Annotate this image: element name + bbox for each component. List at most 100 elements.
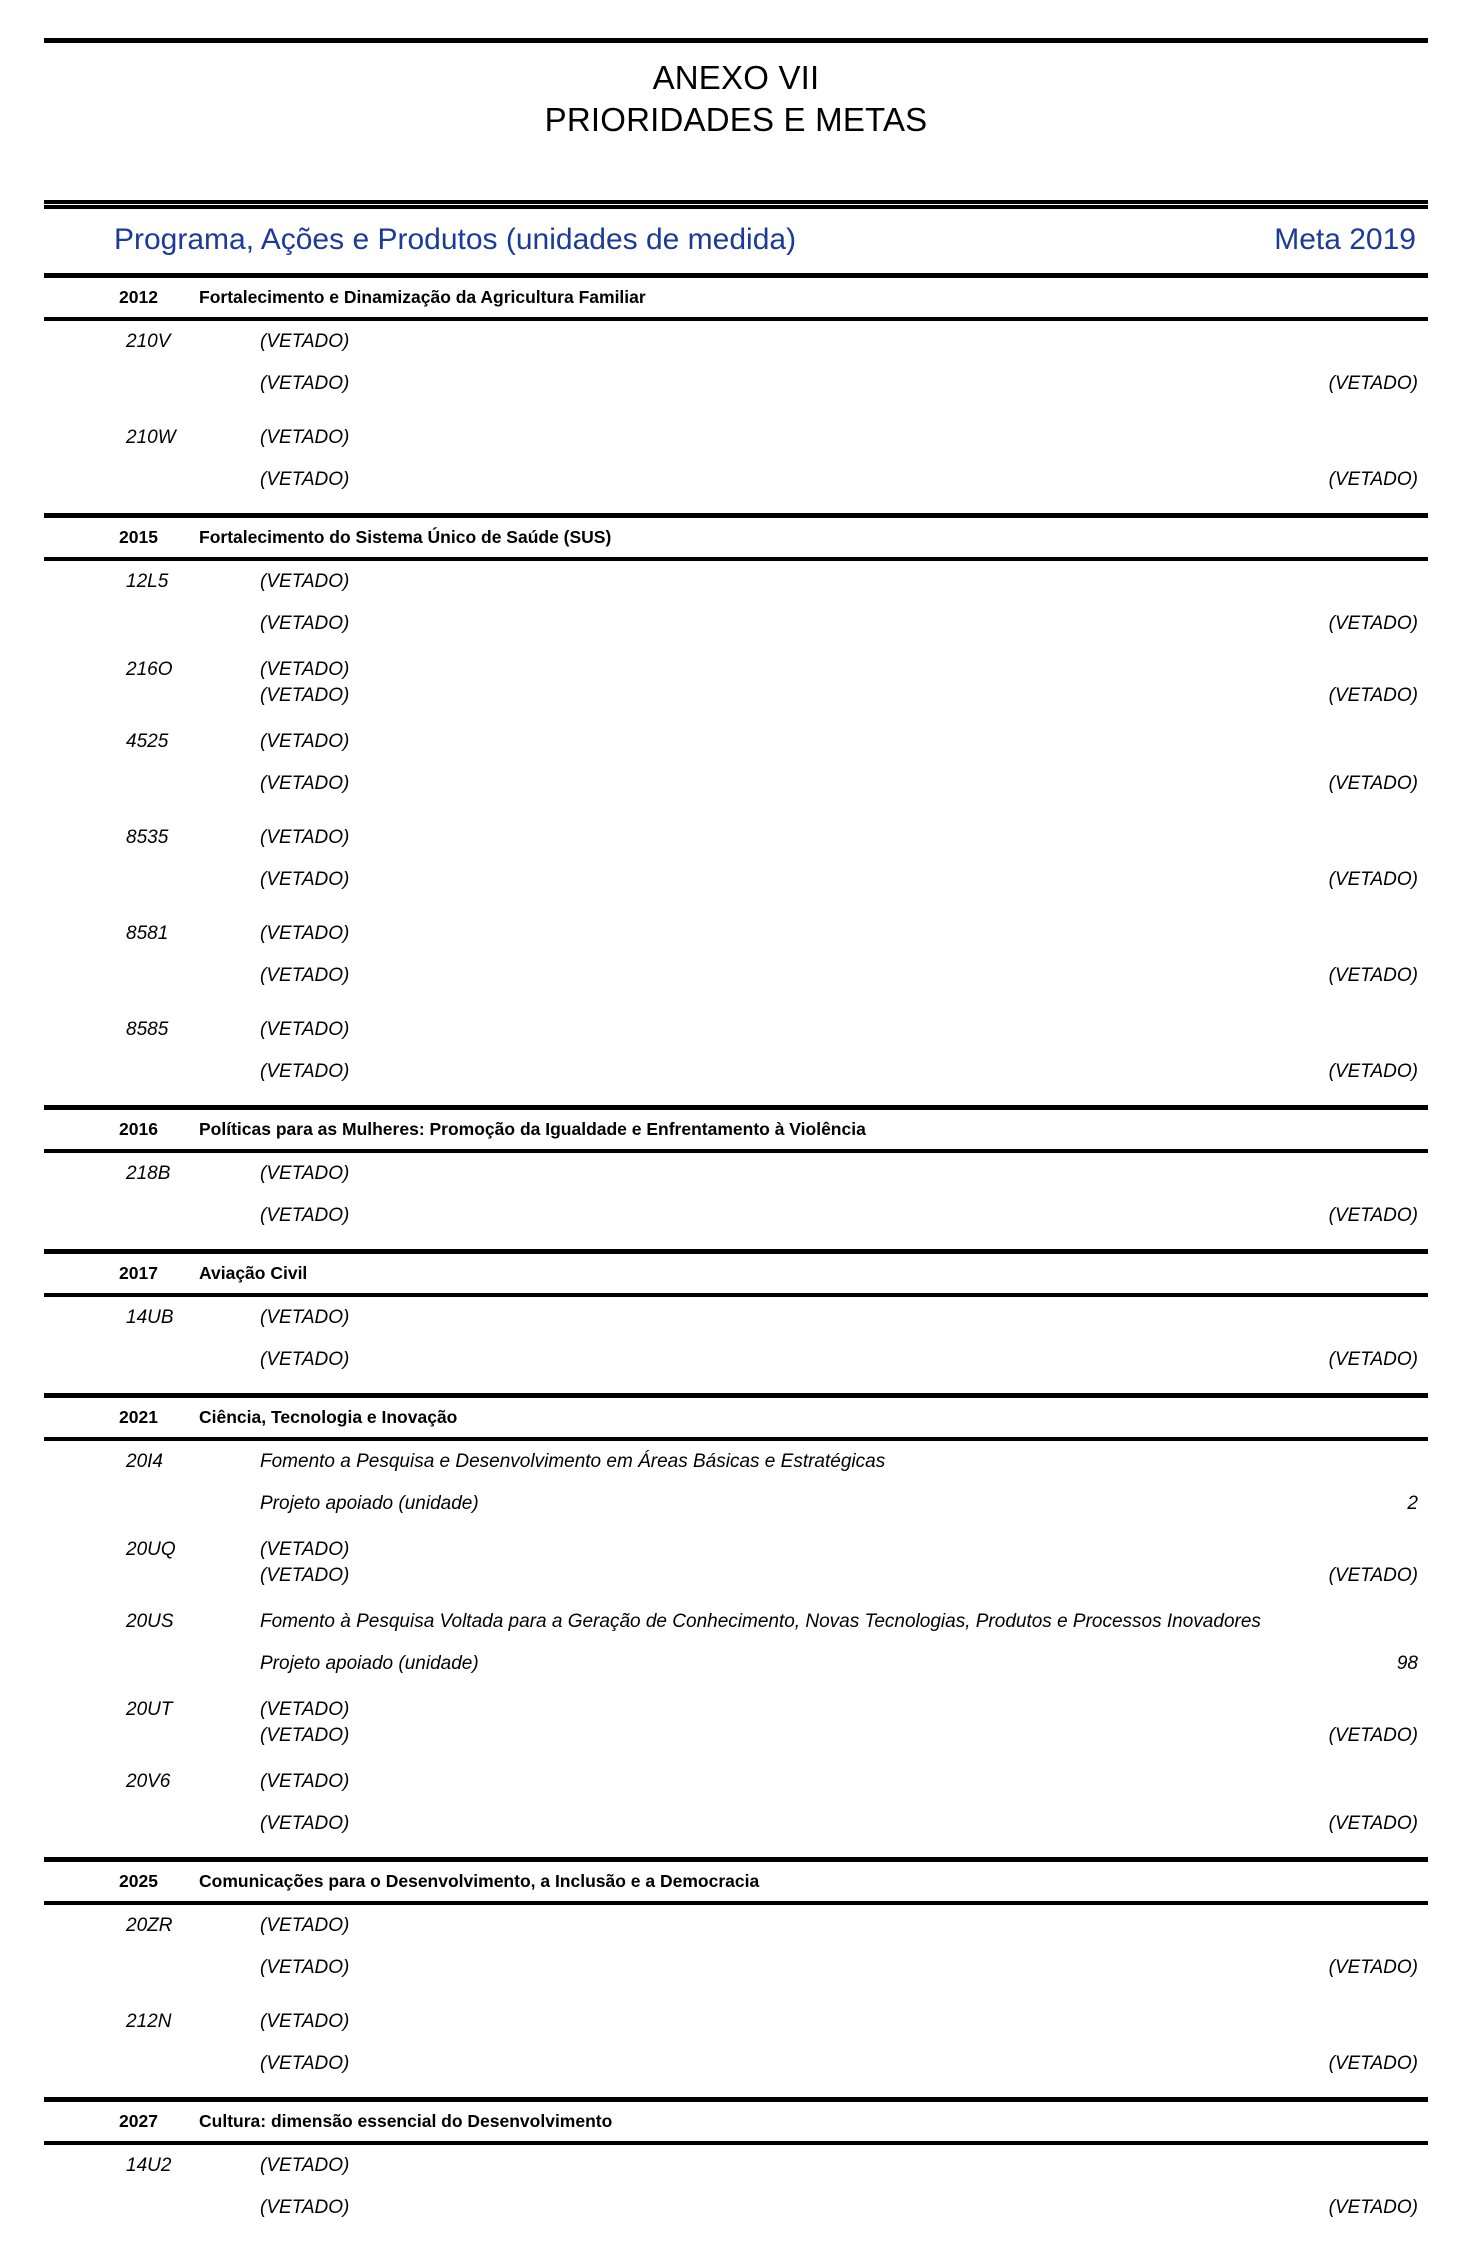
- action-row: 12L5 (VETADO): [44, 561, 1428, 603]
- row-group-spacer: [44, 1589, 1428, 1601]
- program-row: 2012 Fortalecimento e Dinamização da Agri…: [44, 278, 1428, 317]
- program-bottom-rule: [44, 1293, 1428, 1298]
- program-row: 2017 Aviação Civil: [44, 1254, 1428, 1293]
- action-code: 14U2: [126, 2155, 172, 2177]
- product-meta-value: (VETADO): [1328, 2197, 1418, 2219]
- action-row: 20US Fomento à Pesquisa Voltada para a Ge…: [44, 1601, 1428, 1643]
- product-meta-value: (VETADO): [1328, 773, 1418, 795]
- product-meta-value: (VETADO): [1328, 1061, 1418, 1083]
- action-code: 210V: [126, 331, 171, 353]
- program-row: 2015 Fortalecimento do Sistema Único de S…: [44, 518, 1428, 557]
- column-header-meta-2019: Meta 2019: [1274, 223, 1416, 257]
- action-code: 8585: [126, 1019, 169, 1041]
- action-code: 8535: [126, 827, 169, 849]
- product-meta-value: 2: [1407, 1493, 1418, 1515]
- action-description: (VETADO): [260, 827, 350, 849]
- action-code: 4525: [126, 731, 169, 753]
- action-code: 20ZR: [126, 1915, 173, 1937]
- action-row: 20I4 Fomento a Pesquisa e Desenvolvimento…: [44, 1441, 1428, 1483]
- action-code: 20UQ: [126, 1539, 176, 1561]
- action-description: (VETADO): [260, 427, 350, 449]
- action-row: 218B (VETADO): [44, 1153, 1428, 1195]
- product-meta-value: (VETADO): [1328, 1205, 1418, 1227]
- program-code: 2017: [119, 1263, 158, 1284]
- row-group-spacer: [44, 1381, 1428, 1393]
- product-row: (VETADO) (VETADO): [44, 1051, 1428, 1093]
- action-code: 216O: [126, 659, 173, 681]
- program-name: Fortalecimento do Sistema Único de Saúde…: [199, 527, 612, 548]
- product-row: (VETADO) (VETADO): [44, 683, 1428, 709]
- product-row: (VETADO) (VETADO): [44, 2043, 1428, 2085]
- program-row: 2027 Cultura: dimensão essencial do Desen…: [44, 2102, 1428, 2141]
- program-top-rule: [44, 513, 1428, 519]
- program-name: Políticas para as Mulheres: Promoção da …: [199, 1119, 866, 1140]
- product-row: (VETADO) (VETADO): [44, 1803, 1428, 1845]
- document-title-line-1: ANEXO VII: [652, 59, 820, 96]
- product-row: (VETADO) (VETADO): [44, 459, 1428, 501]
- row-group-spacer: [44, 901, 1428, 913]
- product-row: (VETADO) (VETADO): [44, 603, 1428, 645]
- program-top-rule: [44, 1393, 1428, 1399]
- action-row: 14UB (VETADO): [44, 1297, 1428, 1339]
- product-row: (VETADO) (VETADO): [44, 363, 1428, 405]
- product-description: (VETADO): [260, 773, 350, 795]
- action-description: (VETADO): [260, 1163, 350, 1185]
- action-row: 20ZR (VETADO): [44, 1905, 1428, 1947]
- product-row: (VETADO) (VETADO): [44, 1723, 1428, 1749]
- product-meta-value: (VETADO): [1328, 965, 1418, 987]
- product-meta-value: (VETADO): [1328, 373, 1418, 395]
- action-row: 210V (VETADO): [44, 321, 1428, 363]
- product-meta-value: (VETADO): [1328, 1725, 1418, 1747]
- action-description: (VETADO): [260, 1915, 350, 1937]
- action-row: 216O (VETADO): [44, 657, 1428, 683]
- row-group-spacer: [44, 709, 1428, 721]
- action-description: (VETADO): [260, 923, 350, 945]
- action-code: 14UB: [126, 1307, 174, 1329]
- action-row: 4525 (VETADO): [44, 721, 1428, 763]
- program-name: Comunicações para o Desenvolvimento, a I…: [199, 1871, 760, 1892]
- action-row: 20UT (VETADO): [44, 1697, 1428, 1723]
- row-group-spacer: [44, 1845, 1428, 1857]
- product-meta-value: (VETADO): [1328, 469, 1418, 491]
- program-bottom-rule: [44, 1437, 1428, 1442]
- program-name: Fortalecimento e Dinamização da Agricult…: [199, 287, 646, 308]
- action-description: (VETADO): [260, 731, 350, 753]
- program-code: 2025: [119, 1871, 158, 1892]
- program-row: 2016 Políticas para as Mulheres: Promoção…: [44, 1110, 1428, 1149]
- action-code: 218B: [126, 1163, 171, 1185]
- action-row: 8581 (VETADO): [44, 913, 1428, 955]
- page-title: ANEXO VII PRIORIDADES E METAS: [0, 43, 1472, 145]
- program-bottom-rule: [44, 1149, 1428, 1154]
- action-description: (VETADO): [260, 1019, 350, 1041]
- product-row: (VETADO) (VETADO): [44, 1563, 1428, 1589]
- action-code: 20UT: [126, 1699, 173, 1721]
- product-description: (VETADO): [260, 965, 350, 987]
- product-description: (VETADO): [260, 1205, 350, 1227]
- product-description: (VETADO): [260, 1813, 350, 1835]
- action-code: 12L5: [126, 571, 169, 593]
- row-group-spacer: [44, 997, 1428, 1009]
- action-description: (VETADO): [260, 1307, 350, 1329]
- product-meta-value: (VETADO): [1328, 1813, 1418, 1835]
- action-code: 210W: [126, 427, 176, 449]
- document-title-line-2: PRIORIDADES E METAS: [544, 101, 928, 139]
- product-description: (VETADO): [260, 1061, 350, 1083]
- product-meta-value: (VETADO): [1328, 2053, 1418, 2075]
- row-group-spacer: [44, 2229, 1428, 2241]
- action-code: 20V6: [126, 1771, 171, 1793]
- action-row: 210W (VETADO): [44, 417, 1428, 459]
- row-group-spacer: [44, 501, 1428, 513]
- product-description: (VETADO): [260, 1565, 350, 1587]
- product-row: (VETADO) (VETADO): [44, 763, 1428, 805]
- product-meta-value: (VETADO): [1328, 1957, 1418, 1979]
- row-group-spacer: [44, 1093, 1428, 1105]
- action-description: Fomento a Pesquisa e Desenvolvimento em …: [260, 1451, 886, 1473]
- row-group-spacer: [44, 1989, 1428, 2001]
- action-row: 8585 (VETADO): [44, 1009, 1428, 1051]
- program-code: 2027: [119, 2111, 158, 2132]
- product-row: (VETADO) (VETADO): [44, 2187, 1428, 2229]
- product-row: (VETADO) (VETADO): [44, 1947, 1428, 1989]
- action-row: 20V6 (VETADO): [44, 1761, 1428, 1803]
- product-row: Projeto apoiado (unidade) 98: [44, 1643, 1428, 1685]
- product-description: Projeto apoiado (unidade): [260, 1653, 479, 1675]
